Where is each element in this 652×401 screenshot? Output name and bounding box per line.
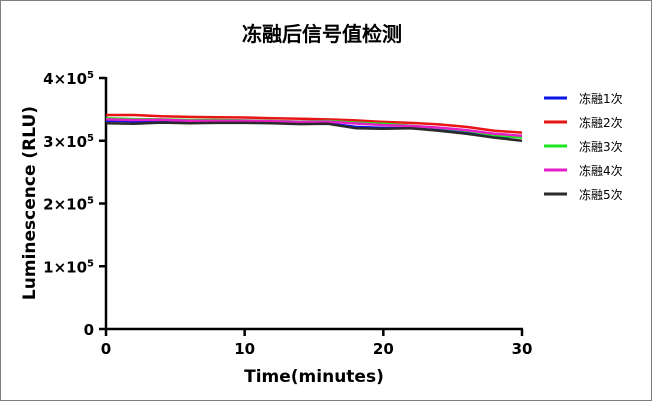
y-axis-label: Luminescence (RLU) — [20, 106, 40, 300]
axes: 0 1×105 2×105 3×105 4×105 0 10 20 30 — [43, 70, 532, 358]
series-line-4 — [105, 118, 523, 137]
y-tick-label: 2×105 — [43, 196, 94, 214]
legend-label-1: 冻融1次 — [579, 91, 623, 106]
x-tick-label: 20 — [373, 340, 394, 358]
x-tick-label: 30 — [512, 340, 533, 358]
y-tick-label: 0 — [84, 321, 94, 339]
series-line-2 — [106, 113, 523, 134]
series-line-5 — [105, 121, 523, 143]
legend-label-3: 冻融3次 — [579, 139, 623, 154]
x-tick-label: 10 — [234, 340, 255, 358]
x-tick-label: 0 — [101, 340, 111, 358]
legend-label-4: 冻融4次 — [579, 163, 623, 178]
x-axis-label: Time(minutes) — [244, 367, 384, 387]
legend-label-2: 冻融2次 — [579, 115, 623, 130]
y-tick-label: 1×105 — [43, 258, 94, 276]
series-layer — [105, 113, 523, 143]
y-tick-label: 4×105 — [43, 70, 94, 88]
chart-title: 冻融后信号值检测 — [242, 22, 402, 46]
y-tick-label: 3×105 — [43, 133, 94, 151]
legend-label-5: 冻融5次 — [579, 187, 623, 202]
